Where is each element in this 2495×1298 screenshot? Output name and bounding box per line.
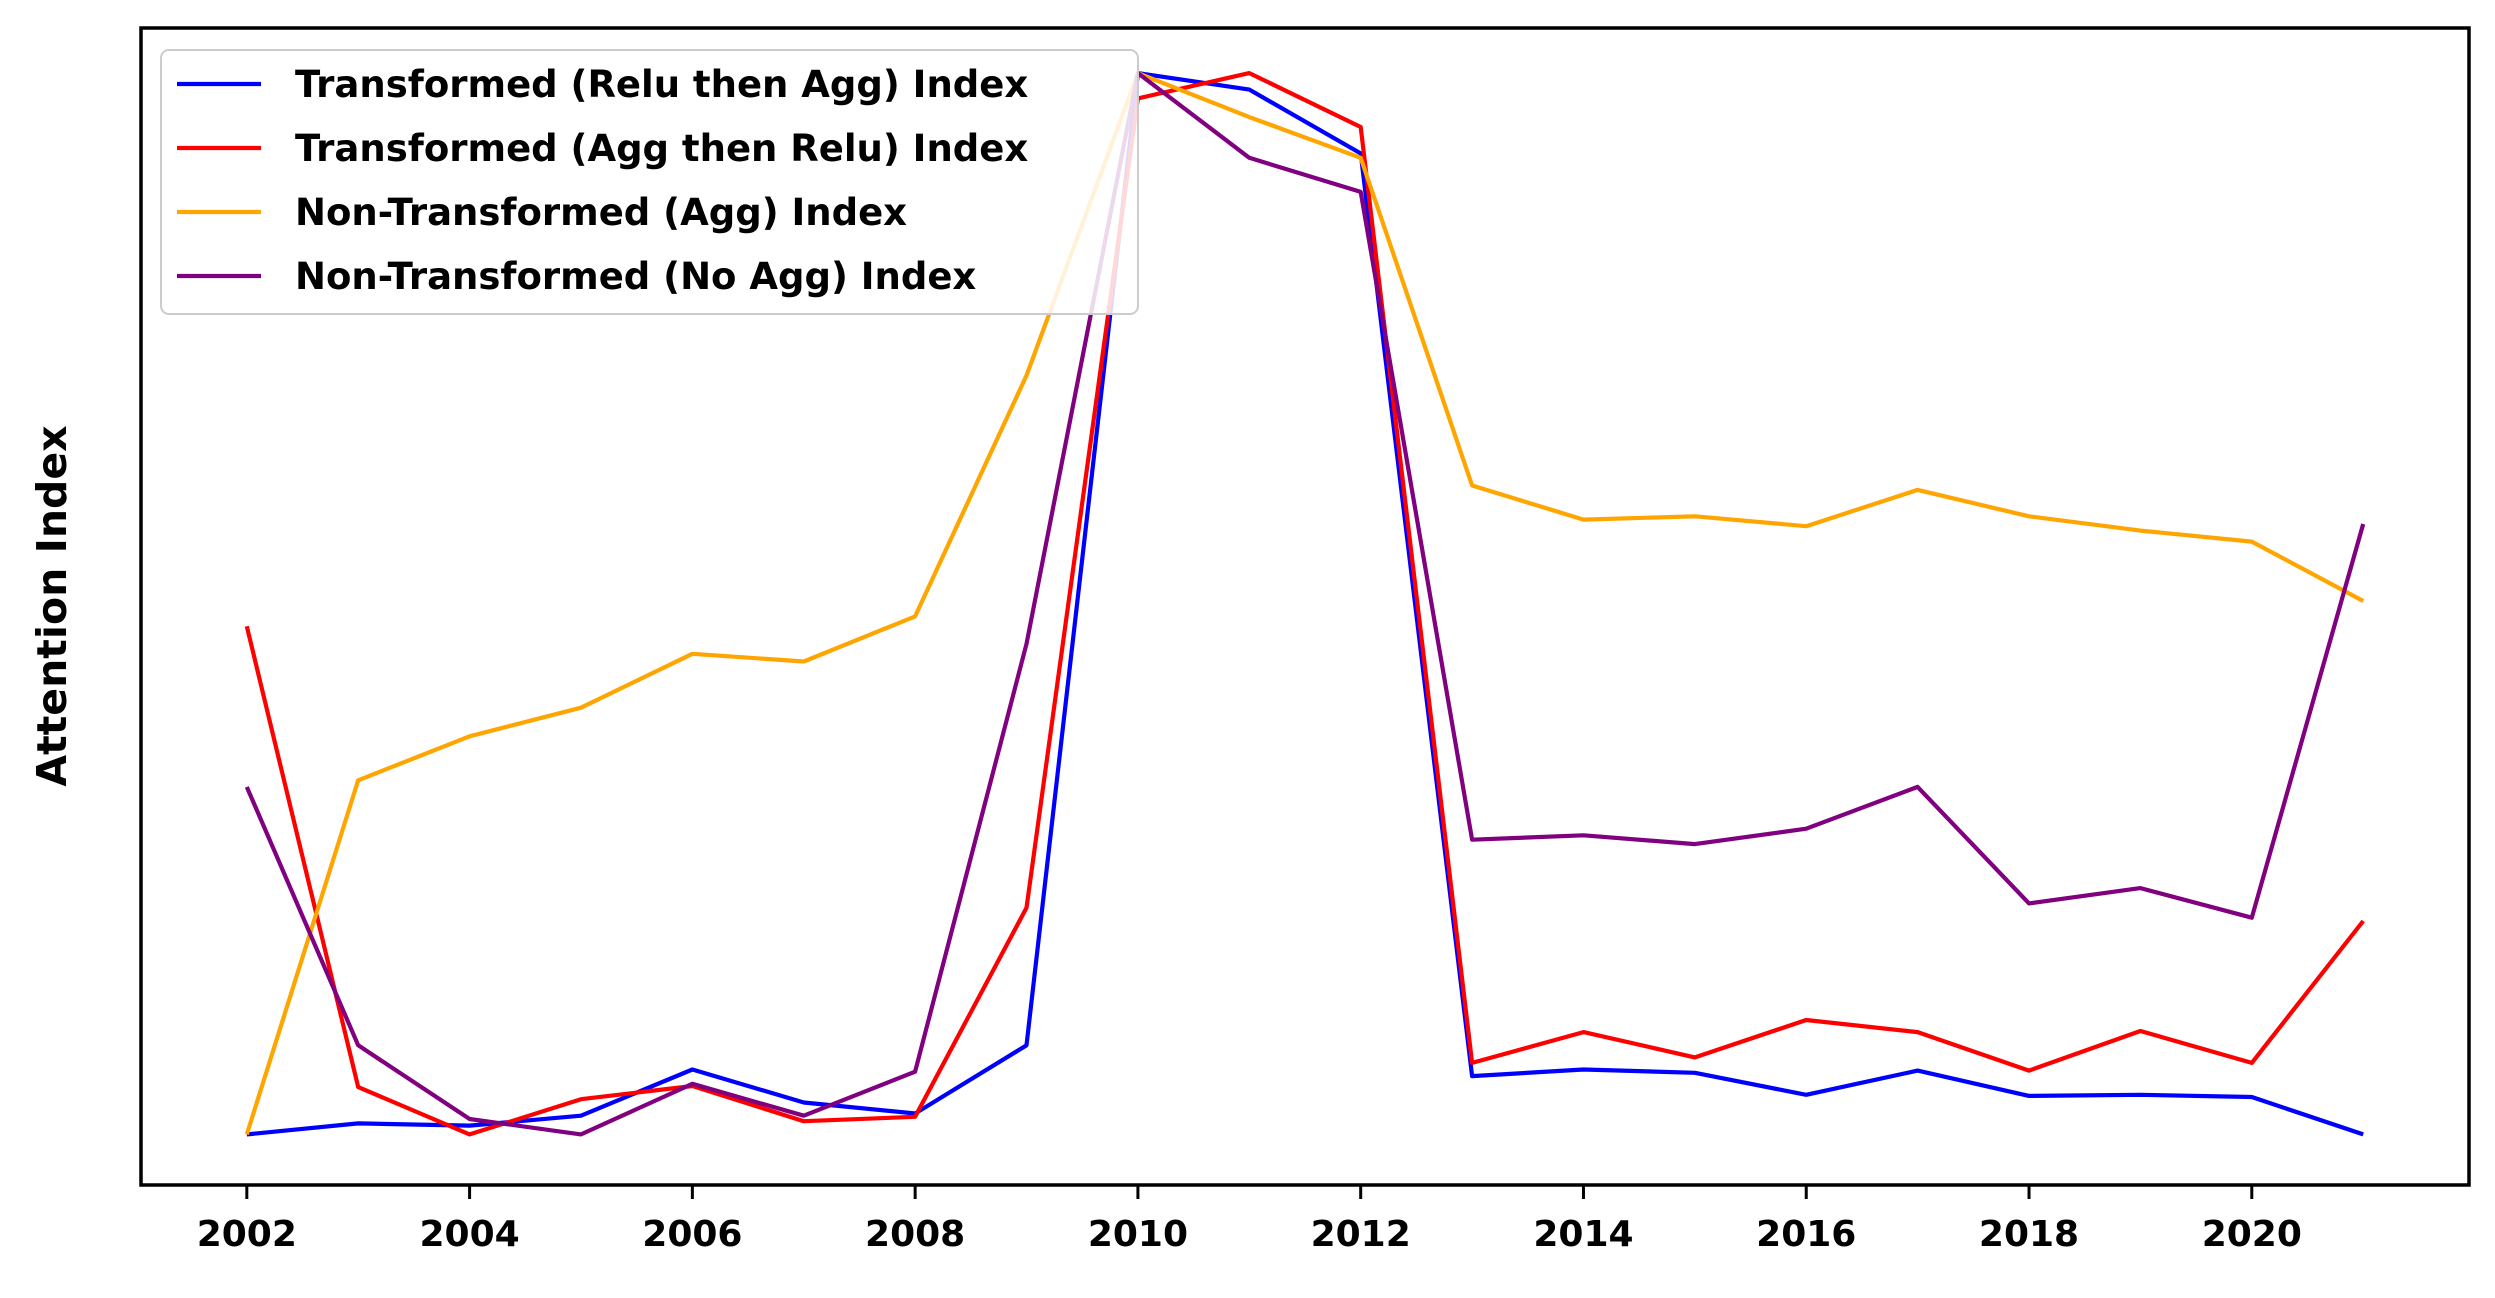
x-tick-label: 2004 [419, 1214, 519, 1255]
x-tick-label: 2008 [865, 1214, 965, 1255]
series-line-4 [244, 70, 2366, 1137]
legend: Transformed (Relu then Agg) Index Transfo… [160, 49, 1139, 315]
series-layer [244, 70, 2366, 1137]
x-axis: 2002 2004 2006 2008 2010 2012 2014 2016 2018 2020 [197, 1185, 2302, 1255]
legend-label-1: Transformed (Relu then Agg) Index [295, 63, 1028, 106]
legend-label-2: Transformed (Agg then Relu) Index [295, 127, 1028, 170]
y-axis-label: Attention Index [28, 425, 76, 786]
series-line-3 [244, 70, 2365, 1136]
x-tick-label: 2016 [1756, 1214, 1856, 1255]
x-tick-label: 2002 [197, 1214, 297, 1255]
x-tick-label: 2018 [1979, 1214, 2079, 1255]
series-line-1 [246, 70, 2364, 1137]
plot-frame [139, 26, 2471, 1187]
x-tick-label: 2006 [642, 1214, 742, 1255]
x-tick-label: 2020 [2202, 1214, 2302, 1255]
legend-label-3: Non-Transformed (Agg) Index [295, 191, 907, 234]
legend-label-4: Non-Transformed (No Agg) Index [295, 255, 976, 298]
x-tick-label: 2012 [1311, 1214, 1411, 1255]
x-tick-label: 2014 [1533, 1214, 1633, 1255]
legend-box [160, 49, 1139, 315]
series-line-2 [244, 70, 2365, 1137]
x-tick-label: 2010 [1088, 1214, 1188, 1255]
